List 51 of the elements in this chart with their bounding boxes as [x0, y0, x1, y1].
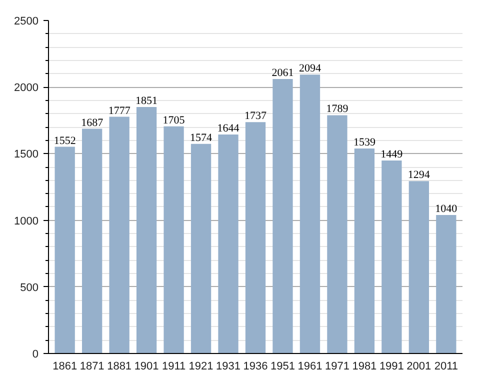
x-tick-label: 1921: [188, 360, 214, 372]
x-tick-label: 1961: [298, 360, 322, 372]
data-label: 1789: [326, 103, 349, 116]
data-label: 1552: [54, 134, 76, 147]
bar: [300, 74, 320, 354]
bar: [354, 148, 375, 354]
bar: [54, 146, 75, 354]
data-label: 1851: [136, 94, 158, 107]
y-tick-label: 2500: [14, 16, 39, 28]
data-label: 1539: [353, 136, 376, 149]
x-tick-label: 2001: [406, 360, 432, 372]
x-tick-label: 1951: [270, 360, 295, 372]
x-tick-label: 1871: [80, 360, 104, 372]
data-label: 1705: [162, 114, 186, 126]
x-tick-label: 1901: [134, 360, 159, 372]
x-tick-label: 1881: [107, 360, 132, 372]
y-tick-label: 0: [32, 348, 39, 360]
bar: [82, 128, 102, 354]
bar: [382, 160, 402, 354]
x-tick-label: 2011: [434, 360, 458, 372]
x-tick-label: 1936: [243, 360, 268, 372]
x-tick-label: 1981: [352, 360, 377, 372]
bar: [109, 116, 130, 354]
y-tick-label: 500: [20, 282, 39, 294]
data-label: 2061: [272, 66, 294, 79]
bar: [408, 181, 429, 354]
bar: [436, 214, 456, 354]
data-label: 2094: [298, 62, 322, 75]
data-label: 1294: [408, 169, 430, 182]
data-label: 1449: [380, 148, 404, 160]
data-label: 1777: [108, 104, 131, 117]
x-tick-label: 1861: [52, 360, 78, 372]
bar: [218, 134, 238, 354]
data-label: 1737: [244, 110, 267, 122]
x-tick-label: 1971: [324, 360, 350, 372]
x-tick-label: 1911: [162, 360, 186, 372]
y-tick-label: 2000: [14, 82, 39, 94]
data-label: 1574: [190, 132, 213, 144]
data-label: 1687: [81, 116, 104, 129]
bar: [272, 78, 293, 354]
bar: [164, 126, 184, 354]
data-label: 1644: [217, 122, 240, 135]
data-label: 1040: [435, 202, 458, 215]
y-tick-label: 1000: [14, 215, 39, 228]
bar: [327, 115, 348, 354]
y-tick-label: 1500: [14, 148, 39, 161]
x-tick-label: 1931: [216, 360, 241, 372]
bar: [245, 122, 266, 354]
bar: [190, 144, 212, 354]
x-tick-label: 1991: [379, 360, 404, 372]
bar: [136, 106, 157, 354]
